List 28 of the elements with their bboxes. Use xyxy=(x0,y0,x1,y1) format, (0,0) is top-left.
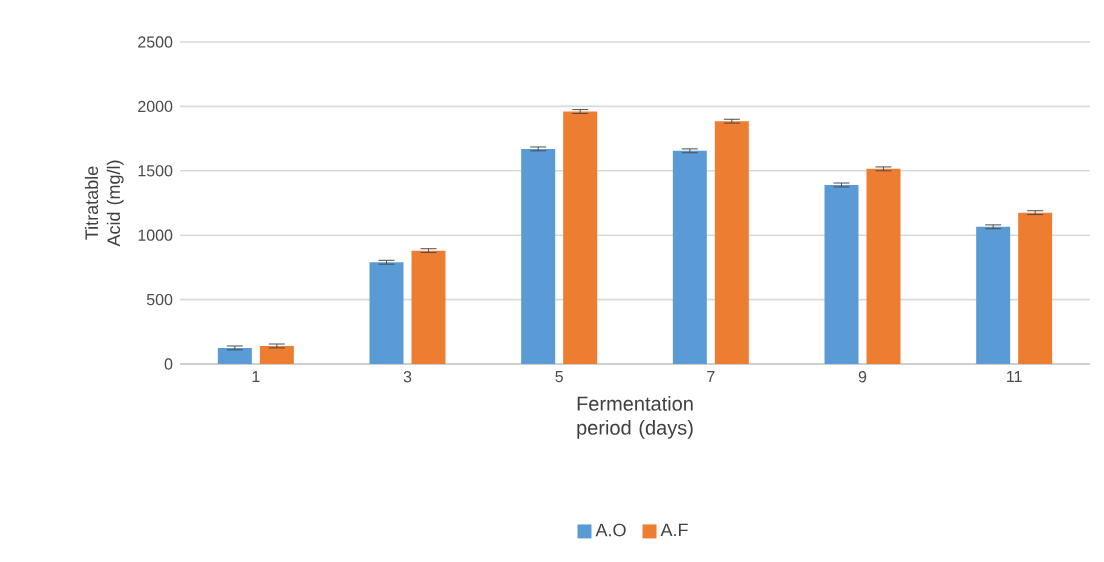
x-tick-label: 11 xyxy=(1007,371,1022,383)
x-tick-label: 7 xyxy=(707,371,715,383)
y-tick-label: 1500 xyxy=(138,165,173,177)
y-tick-label: 500 xyxy=(146,293,173,306)
bar xyxy=(259,345,294,364)
bar xyxy=(521,148,556,364)
y-tick-label: 2000 xyxy=(138,100,173,113)
x-axis-title: Fermentation period (days) xyxy=(577,396,693,439)
bar xyxy=(672,150,707,364)
bar xyxy=(714,121,749,364)
bar xyxy=(976,226,1011,364)
x-tick-label: 5 xyxy=(555,371,563,383)
bar xyxy=(411,250,446,364)
x-tick-label: 3 xyxy=(403,371,412,383)
y-tick-label: 0 xyxy=(164,358,173,370)
y-tick-label: 1000 xyxy=(138,229,173,241)
bar xyxy=(1018,212,1053,364)
y-axis-title: Titratable Acid (mg/l) xyxy=(84,160,124,247)
bar xyxy=(217,347,252,364)
bar xyxy=(824,184,859,364)
bar xyxy=(563,111,598,364)
bar xyxy=(866,168,901,364)
legend-label: A.F xyxy=(660,523,688,537)
x-tick-label: 9 xyxy=(858,371,867,383)
legend-label: A.O xyxy=(595,523,626,537)
bar xyxy=(369,262,404,364)
y-tick-label: 2500 xyxy=(138,36,173,48)
x-tick-label: 1 xyxy=(252,371,260,383)
